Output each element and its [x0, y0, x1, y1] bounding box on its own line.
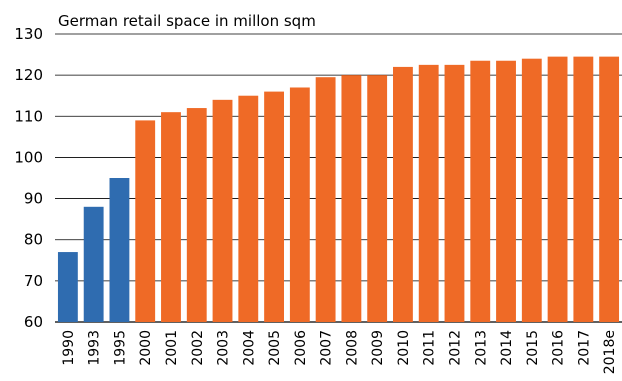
bar-2011	[418, 64, 439, 323]
bar-1993	[83, 206, 104, 322]
bar-2002	[186, 108, 207, 322]
bar-2008	[341, 75, 362, 322]
y-tick-label: 110	[14, 107, 43, 125]
x-tick-label: 2018e	[602, 330, 618, 374]
x-tick-label: 2001	[164, 330, 180, 366]
y-tick-label: 90	[24, 190, 43, 208]
x-tick-label: 2007	[319, 330, 335, 366]
x-tick-label: 1990	[61, 330, 77, 366]
bar-2001	[161, 112, 181, 322]
bar-1990	[57, 252, 78, 322]
x-tick-label: 2006	[293, 330, 309, 366]
x-tick-label: 2016	[551, 330, 567, 366]
x-tick-label: 2017	[576, 330, 592, 366]
bar-2013	[470, 60, 491, 323]
bar-2005	[264, 91, 284, 322]
x-tick-label: 2014	[499, 330, 515, 366]
x-tick-label: 2002	[190, 330, 206, 366]
bar-2007	[315, 77, 336, 322]
bar-2014	[496, 60, 516, 323]
y-tick-label: 100	[14, 148, 43, 166]
bar-2018e	[599, 56, 620, 322]
bar-2000	[135, 120, 156, 323]
bar-2004	[238, 95, 259, 323]
x-tick-label: 2015	[525, 330, 541, 366]
x-tick-label: 2012	[447, 330, 463, 366]
x-tick-label: 1993	[87, 330, 103, 366]
chart-title: German retail space in millon sqm	[58, 12, 316, 30]
x-tick-label: 2009	[370, 330, 386, 366]
x-axis-ticks: 1990 1993 1995 2000 2001 2002 2003 2004 2005 2006…	[61, 330, 618, 374]
bar-2017	[573, 56, 594, 322]
bar-2016	[547, 56, 568, 322]
x-tick-label: 2011	[422, 330, 438, 366]
x-tick-label: 2010	[396, 330, 412, 366]
x-tick-label: 2000	[138, 330, 154, 366]
x-tick-label: 1995	[112, 330, 128, 366]
bar-2012	[444, 64, 465, 323]
y-tick-label: 120	[14, 66, 43, 84]
y-axis-ticks: 60 70 80 90 100 110 120 130	[14, 25, 43, 331]
x-tick-label: 2003	[216, 330, 232, 366]
x-tick-label: 2013	[473, 330, 489, 366]
y-tick-label: 60	[24, 313, 43, 331]
x-tick-label: 2005	[267, 330, 283, 366]
x-tick-label: 2004	[241, 330, 257, 366]
y-tick-label: 70	[24, 272, 43, 290]
bar-2010	[393, 66, 413, 322]
y-tick-label: 130	[14, 25, 43, 43]
y-tick-label: 80	[24, 231, 43, 249]
bar-2015	[521, 58, 542, 322]
x-tick-label: 2008	[344, 330, 360, 366]
bar-2006	[289, 87, 310, 323]
bar-2009	[367, 75, 388, 322]
bar-2003	[212, 99, 233, 322]
bars	[57, 56, 620, 323]
bar-1995	[109, 178, 130, 322]
